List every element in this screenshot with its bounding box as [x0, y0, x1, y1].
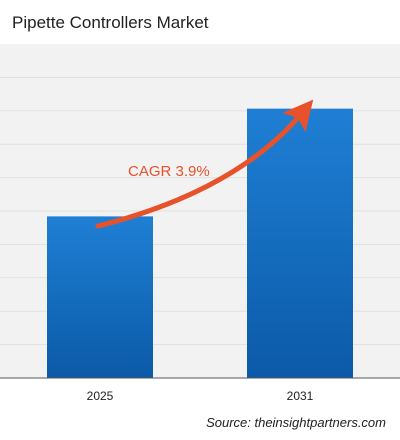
bar-2031: [247, 108, 353, 378]
chart-title: Pipette Controllers Market: [12, 13, 209, 32]
x-tick-label: 2025: [87, 389, 114, 403]
cagr-annotation: CAGR 3.9%: [128, 163, 210, 180]
source-caption: Source: theinsightpartners.com: [206, 415, 386, 430]
cagr-arrow: [95, 99, 314, 229]
x-tick-label: 2031: [287, 389, 314, 403]
bar-2025: [47, 216, 153, 378]
